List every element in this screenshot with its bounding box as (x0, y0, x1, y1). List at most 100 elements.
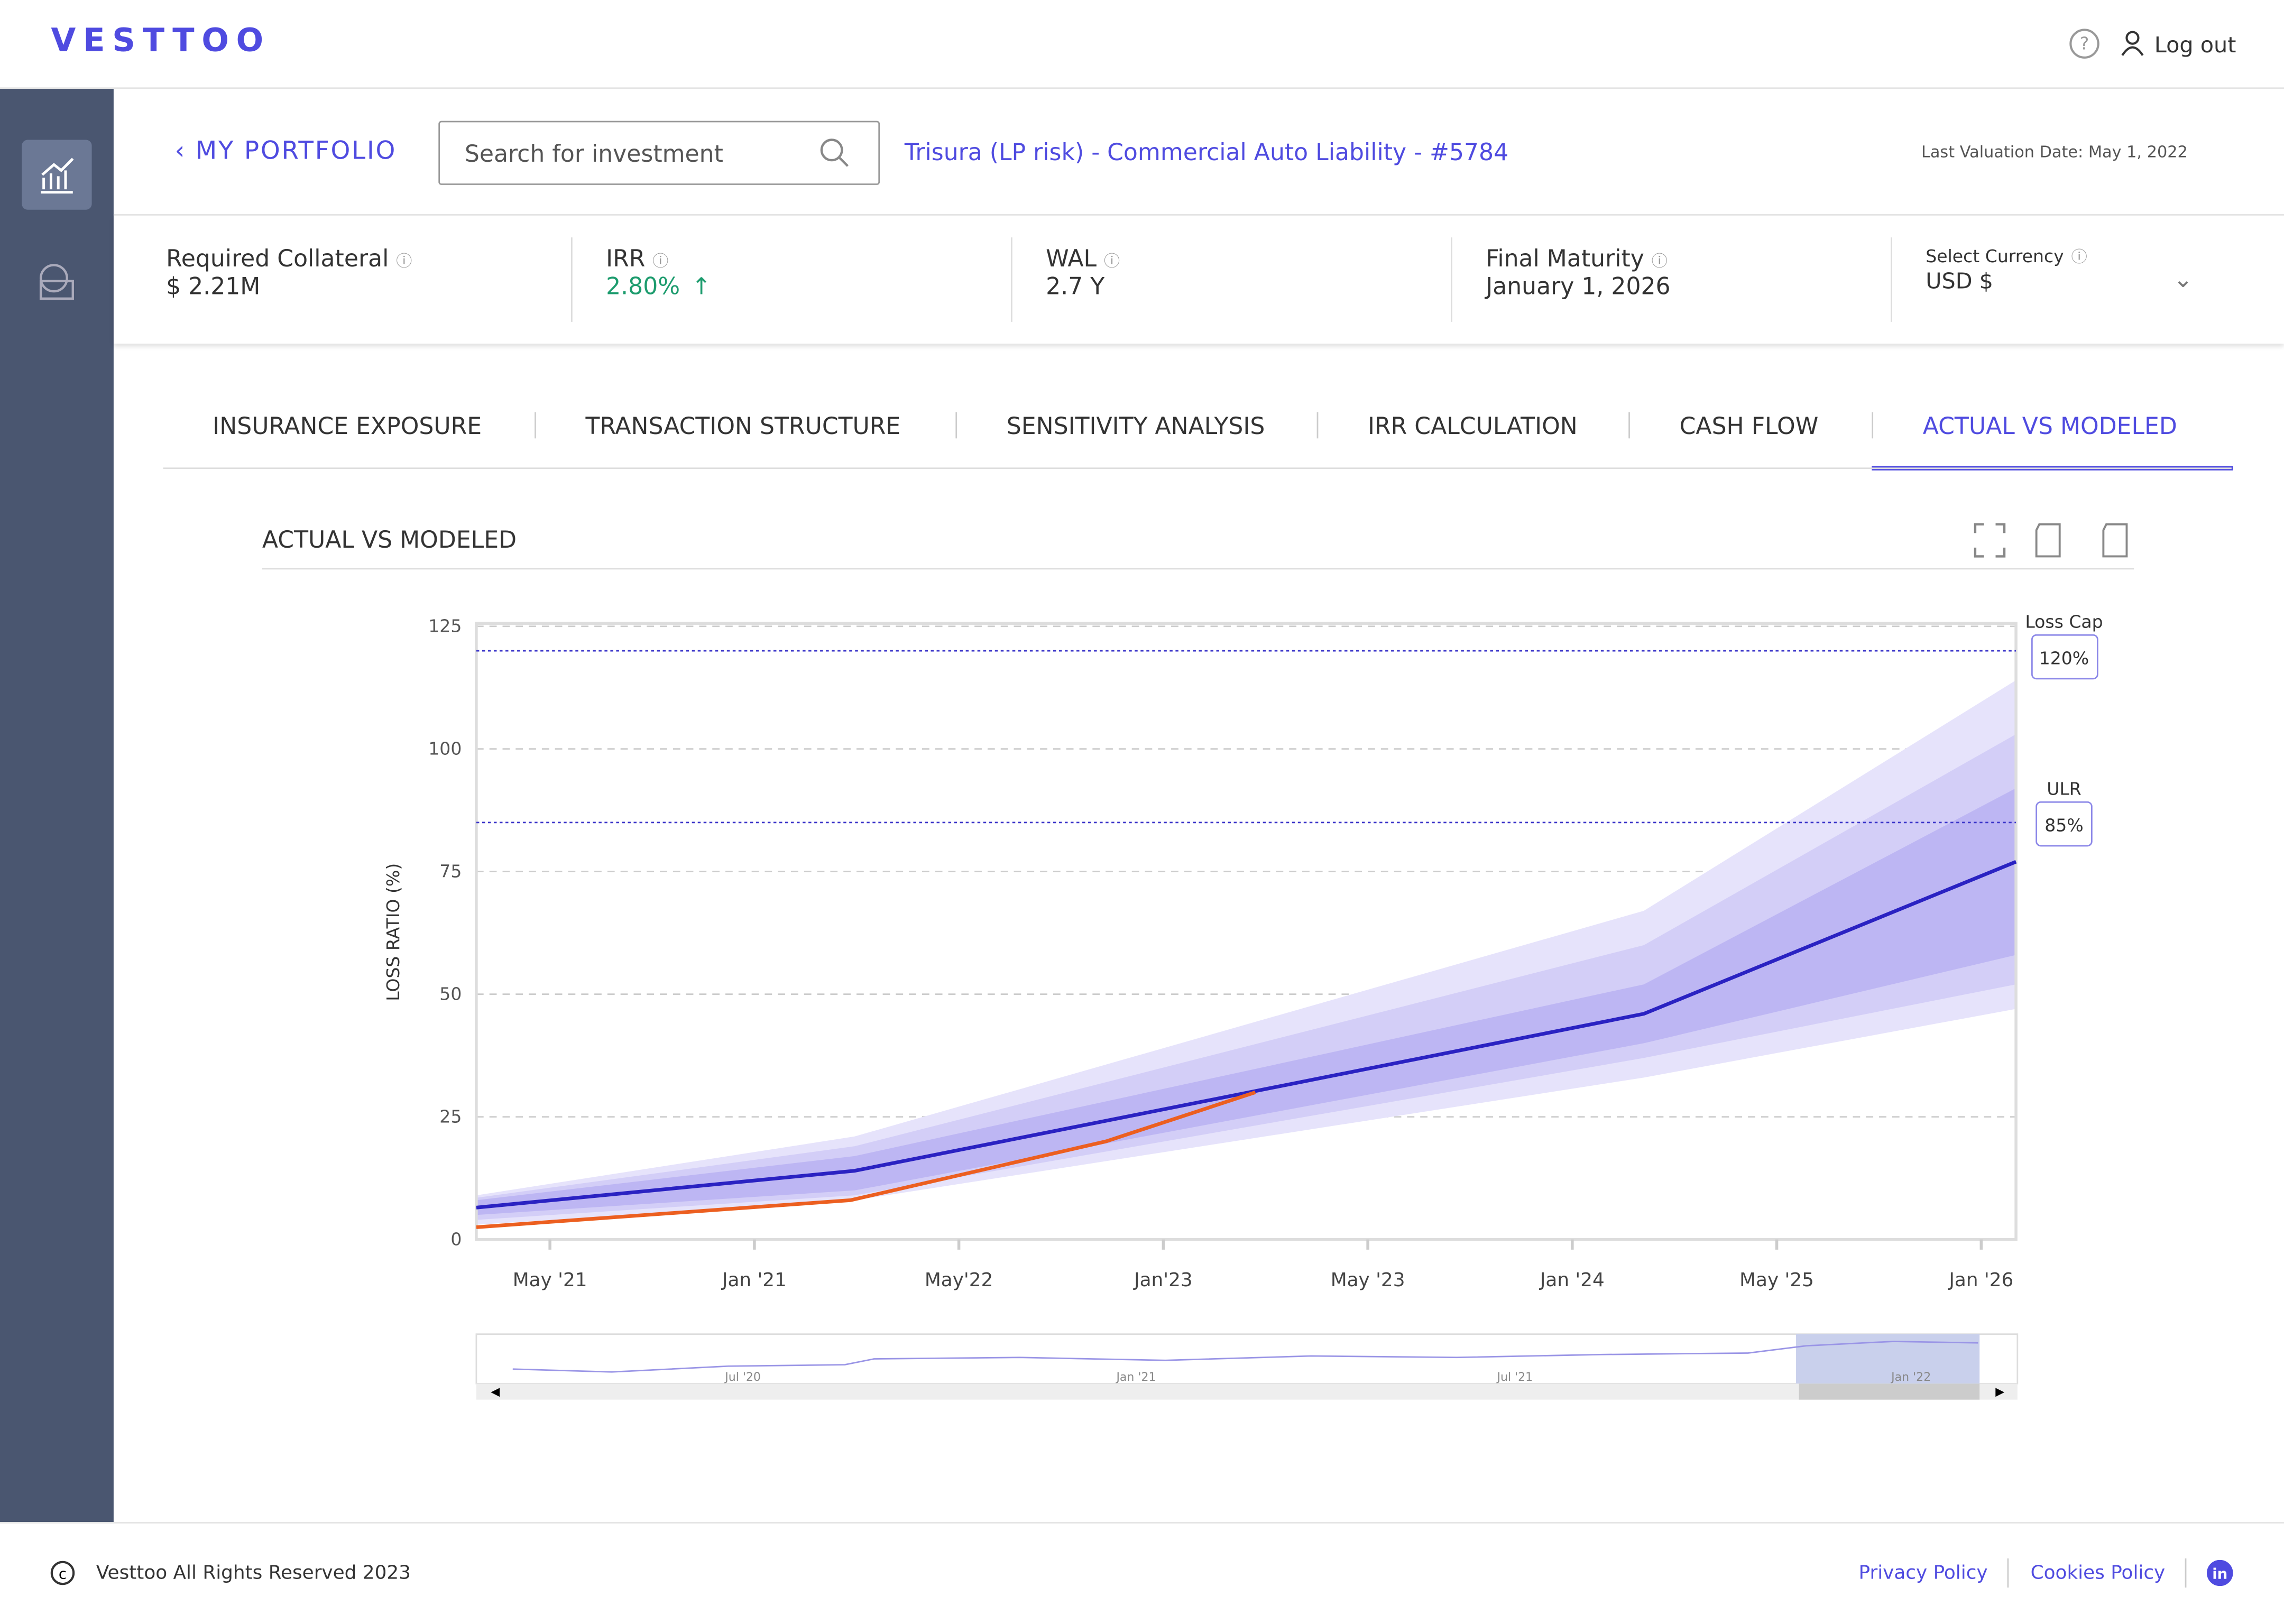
back-text: MY PORTFOLIO (195, 136, 397, 167)
x-tick-label: May '23 (1331, 1269, 1405, 1291)
y-tick-label: 0 (450, 1229, 462, 1250)
trend-up-icon: ↑ (692, 272, 712, 300)
metric: WAL ⓘ 2.7 Y (1046, 245, 1439, 300)
svg-text:?: ? (2080, 33, 2089, 54)
search-placeholder: Search for investment (464, 140, 723, 168)
scrollbar-thumb[interactable] (1799, 1383, 1980, 1400)
info-icon: ⓘ (2071, 247, 2087, 267)
metric-value: 2.7 Y (1046, 272, 1105, 300)
metric-label-text: Final Maturity (1486, 244, 1644, 273)
metric: Final Maturity ⓘ January 1, 2026 (1486, 245, 1879, 300)
metric-divider (570, 237, 573, 322)
navigator (475, 1333, 2019, 1385)
navigator-line (512, 1341, 1978, 1373)
help-icon[interactable]: ? (2068, 27, 2101, 60)
reference-title: Loss Cap (2025, 611, 2103, 632)
metric: Select Currency ⓘ USD $ ⌄ (1926, 245, 2284, 294)
reference-label: 85% (2044, 815, 2083, 835)
svg-text:in: in (2212, 1566, 2227, 1583)
metric-label: Required Collateral ⓘ (166, 245, 559, 272)
tab-separator (1316, 412, 1319, 439)
scroll-right[interactable]: ▶ (1995, 1385, 2004, 1398)
sidebar (0, 89, 114, 1522)
metric-divider (1891, 237, 1892, 322)
user-icon (2121, 31, 2144, 56)
linkedin-icon[interactable]: in (2206, 1560, 2233, 1586)
y-axis-label: LOSS RATIO (%) (383, 863, 403, 1001)
metric-label: WAL ⓘ (1046, 245, 1439, 272)
search-box[interactable]: Search for investment (438, 121, 880, 185)
info-icon: ⓘ (1651, 252, 1668, 271)
tab-separator (535, 412, 536, 439)
metrics-bar: Required Collateral ⓘ $ 2.21M IRR ⓘ 2.80% ↑ WAL… (113, 214, 2284, 344)
reference-label: 120% (2039, 648, 2089, 668)
tab-separator (1628, 412, 1630, 439)
scrollbar[interactable] (476, 1383, 2018, 1400)
footer-link[interactable]: Privacy Policy (1858, 1563, 1988, 1585)
navigator-label: Jul '21 (1496, 1371, 1533, 1384)
y-tick-label: 100 (428, 739, 462, 759)
tab[interactable]: CASH FLOW (1679, 412, 1819, 440)
metric-value[interactable]: USD $ (1926, 267, 1994, 294)
copyright: Vesttoo All Rights Reserved 2023 (96, 1563, 411, 1585)
navigator-label: Jan '22 (1890, 1371, 1931, 1384)
tab[interactable]: TRANSACTION STRUCTURE (585, 412, 901, 440)
metric-label-text: Select Currency (1926, 246, 2064, 267)
dropdown-caret: ⌄ (2173, 265, 2193, 293)
plot-frame (475, 622, 2018, 1241)
series-line (476, 1090, 1256, 1229)
logo[interactable]: VESTTOO (51, 23, 271, 60)
scroll-left[interactable]: ◀ (491, 1385, 500, 1398)
metric: IRR ⓘ 2.80% ↑ (606, 245, 999, 300)
metric-divider (1451, 237, 1452, 322)
footer-sep (2007, 1558, 2009, 1588)
footer-sep (2185, 1558, 2187, 1588)
reference-badge (2031, 634, 2098, 680)
tab[interactable]: ACTUAL VS MODELED (1922, 412, 2177, 440)
navigator-label: Jul '20 (724, 1371, 761, 1384)
info-icon: ⓘ (396, 252, 412, 271)
tab-separator (1872, 412, 1874, 439)
metric-divider (1011, 237, 1012, 322)
metric-label-text: WAL (1046, 244, 1097, 273)
panel-title: ACTUAL VS MODELED (262, 525, 517, 553)
metric-value: 2.80% ↑ (606, 272, 712, 300)
series-line (476, 860, 2017, 1210)
footer-divider (0, 1522, 2284, 1524)
y-tick-label: 50 (439, 984, 462, 1004)
tab[interactable]: INSURANCE EXPOSURE (213, 412, 482, 440)
tab[interactable]: SENSITIVITY ANALYSIS (1006, 412, 1265, 440)
x-tick-label: Jan '24 (1539, 1269, 1605, 1291)
band-area (476, 788, 2016, 1215)
footer-link[interactable]: Cookies Policy (2030, 1563, 2166, 1585)
metric-label: Select Currency ⓘ (1926, 245, 2284, 268)
tab[interactable]: IRR CALCULATION (1368, 412, 1578, 440)
reference-badge (2036, 801, 2093, 847)
export-icons[interactable] (1972, 521, 2135, 559)
x-tick-label: May '25 (1739, 1269, 1814, 1291)
panel-divider (262, 568, 2134, 570)
investment-name[interactable]: Trisura (LP risk) - Commercial Auto Liab… (904, 138, 1509, 167)
y-tick-label: 25 (439, 1106, 462, 1127)
back-link[interactable]: ‹ MY PORTFOLIO (174, 136, 397, 167)
last-valuation: Last Valuation Date: May 1, 2022 (1921, 142, 2188, 162)
nav-analytics[interactable] (22, 140, 92, 210)
top-bar: VESTTOO ? Log out (0, 0, 2284, 89)
info-icon: ⓘ (652, 252, 669, 271)
tab-separator (955, 412, 957, 439)
navigator-label: Jan '21 (1115, 1371, 1156, 1384)
nav-reports[interactable] (36, 261, 80, 304)
metric-label: IRR ⓘ (606, 245, 999, 272)
logout[interactable]: Log out (2154, 32, 2236, 59)
x-tick-label: Jan '26 (1948, 1269, 2013, 1291)
reference-title: ULR (2047, 779, 2082, 799)
x-tick-label: May'22 (925, 1269, 993, 1291)
x-tick-label: Jan '21 (721, 1269, 787, 1291)
search-icon (820, 139, 849, 167)
y-tick-label: 75 (439, 861, 462, 882)
metric-label-text: IRR (606, 244, 646, 273)
svg-text:c: c (59, 1566, 67, 1583)
metric: Required Collateral ⓘ $ 2.21M (166, 245, 559, 300)
